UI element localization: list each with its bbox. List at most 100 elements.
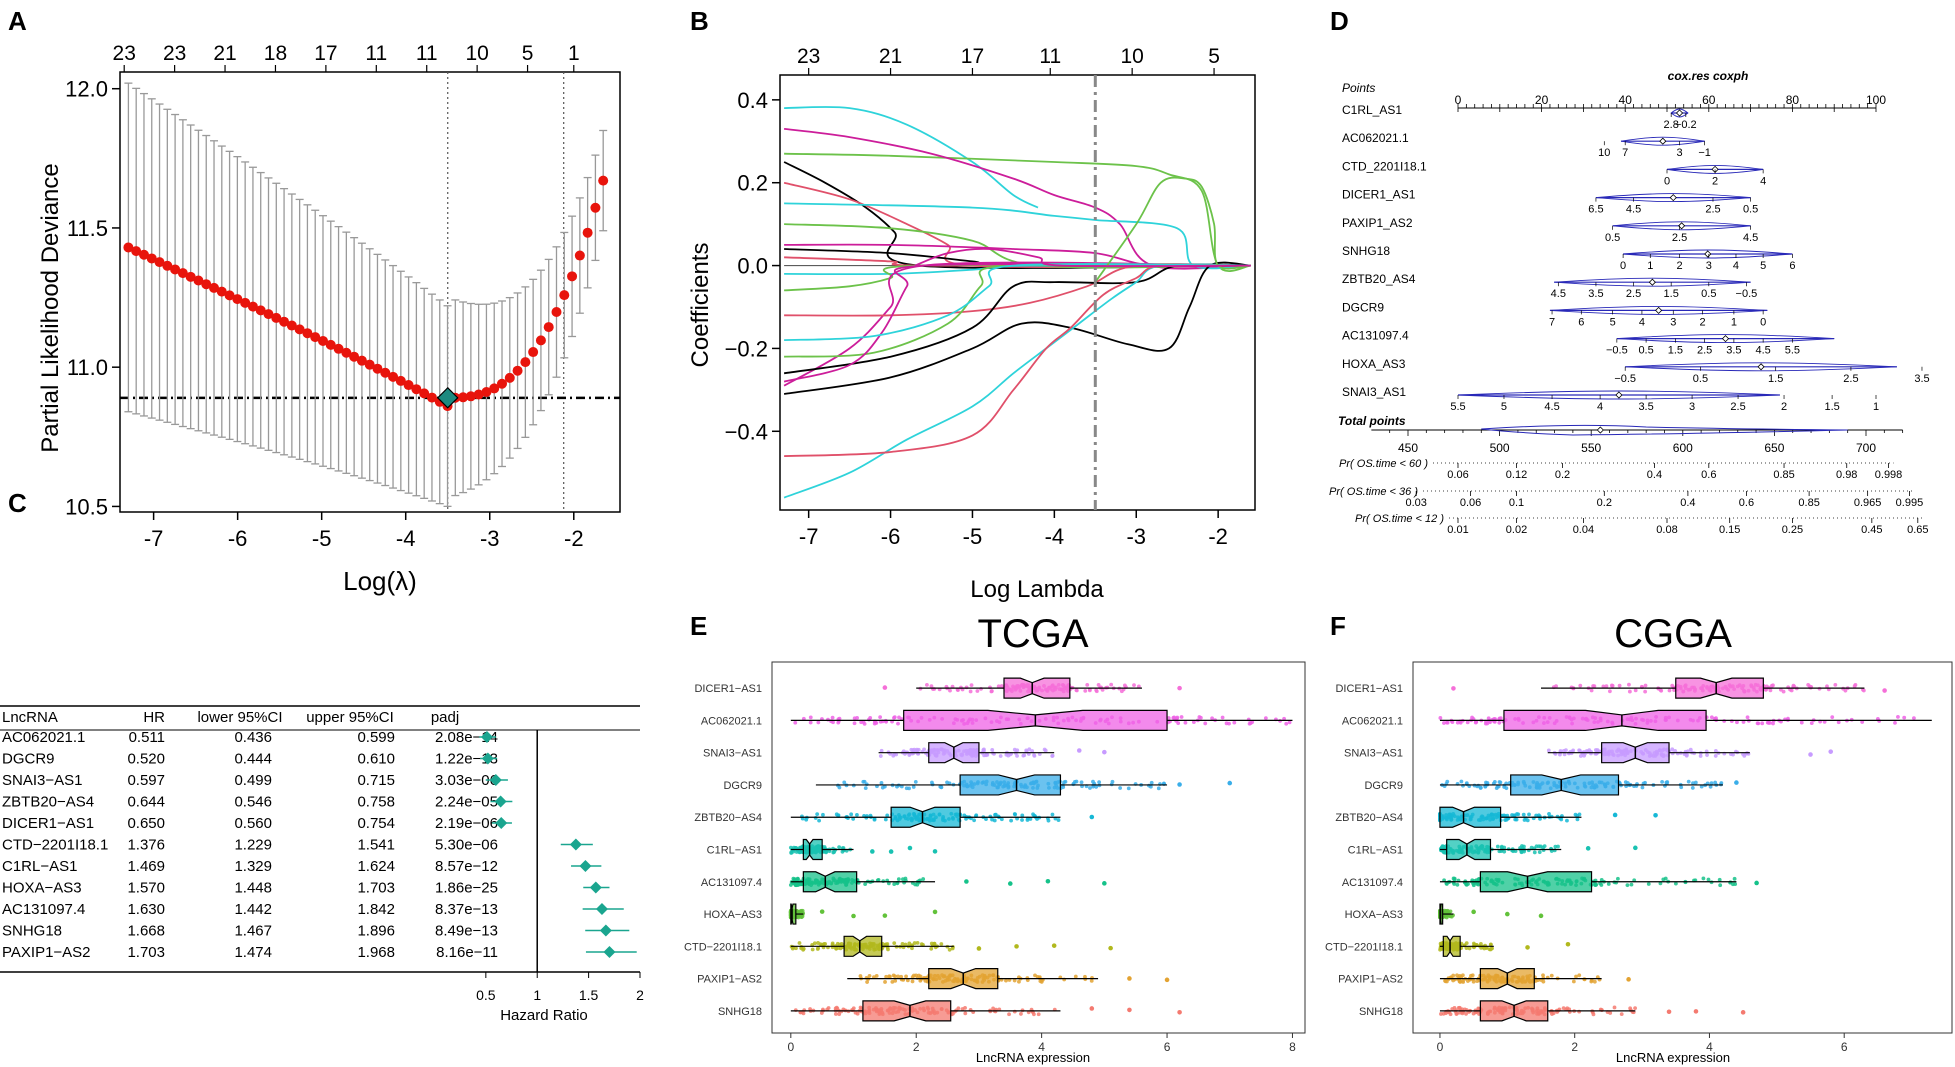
- panel-e-data-point: [1072, 779, 1077, 784]
- panel-c-cell-hr: 1.376: [127, 837, 165, 854]
- panel-e-data-point: [1263, 716, 1268, 721]
- panel-e-data-point: [963, 1005, 967, 1010]
- panel-f-data-point: [1513, 817, 1518, 822]
- panel-f-data-point: [1473, 1010, 1478, 1015]
- panel-e-data-point: [834, 946, 838, 951]
- panel-e-data-point: [1136, 684, 1141, 689]
- panel-a-point: [201, 279, 212, 290]
- panel-d-var-tick-label: 4: [1733, 260, 1739, 272]
- panel-e-data-point: [1109, 682, 1114, 687]
- panel-a-point: [255, 305, 266, 316]
- panel-e-data-point: [916, 747, 921, 752]
- panel-e-data-point: [798, 850, 802, 855]
- panel-f-data-point: [1472, 783, 1477, 788]
- panel-b-coef-path-3: [783, 128, 1251, 270]
- panel-d-var-tick-label: 4: [1639, 316, 1645, 328]
- panel-c-cell-padj: 2.19e−06: [435, 815, 498, 832]
- panel-d-var-tick-label: 0: [1664, 175, 1670, 187]
- panel-c-hr-point: [489, 774, 502, 786]
- panel-e-data-point: [947, 947, 952, 952]
- panel-f-category-label: PAXIP1−AS2: [1338, 974, 1403, 986]
- panel-e-data-point: [851, 817, 856, 821]
- panel-d-var-tick-label: 5: [1501, 401, 1507, 413]
- panel-e-data-point: [939, 942, 944, 946]
- panel-e-data-point: [800, 908, 805, 913]
- panel-e-data-point: [891, 753, 896, 758]
- panel-c-axis-label: 1.5: [579, 987, 599, 1003]
- panel-f-data-point: [1444, 915, 1449, 920]
- panel-a-point: [567, 271, 578, 282]
- panel-d-total-marker: [1596, 426, 1604, 434]
- panel-a-point: [504, 372, 515, 383]
- panel-d-prob-tick-label: 0.4: [1647, 469, 1662, 481]
- panel-c-cell-hi: 1.624: [357, 858, 395, 875]
- panel-e-data-point: [956, 688, 960, 692]
- panel-f-data-point: [1609, 683, 1614, 688]
- panel-e-data-point: [1036, 1012, 1041, 1017]
- panel-a-point: [465, 391, 476, 402]
- panel-b-top-label: 5: [1208, 45, 1220, 68]
- panel-e-data-point: [886, 947, 890, 952]
- panel-a-point: [497, 378, 508, 389]
- panel-e-data-point: [1012, 747, 1017, 752]
- panel-d-prob-tick-label: 0.03: [1405, 497, 1426, 509]
- panel-f-data-point: [1612, 1005, 1617, 1010]
- panel-d-points-tick-label: 0: [1455, 93, 1462, 107]
- panel-a-point: [177, 268, 188, 279]
- panel-f-data-point: [1525, 818, 1530, 823]
- panel-d-var-tick-label: 7: [1622, 147, 1628, 159]
- panel-f-data-point: [1475, 979, 1480, 983]
- panel-e-data-point: [999, 817, 1004, 822]
- panel-e-data-point: [849, 812, 854, 817]
- panel-e-data-point: [804, 817, 809, 822]
- panel-e-outlier: [1089, 1006, 1095, 1011]
- panel-f-outlier: [1633, 845, 1638, 851]
- panel-f-data-point: [1817, 686, 1822, 691]
- panel-d-var-tick-label: 4.5: [1743, 232, 1758, 244]
- panel-d-var-tick-label: 2.5: [1705, 204, 1720, 216]
- panel-f-data-point: [1640, 785, 1645, 790]
- panel-f-data-point: [1912, 716, 1916, 721]
- panel-c-cell-lo: 1.442: [234, 901, 272, 918]
- panel-d-var-name: ZBTB20_AS4: [1342, 272, 1416, 286]
- panel-e-category-label: SNHG18: [718, 1006, 762, 1018]
- panel-c-hr-point: [595, 903, 608, 915]
- panel-b-top-label: 23: [797, 45, 820, 68]
- panel-d-var-tick-label: 0: [1620, 260, 1626, 272]
- panel-f-data-point: [1464, 941, 1469, 946]
- panel-e-outlier: [1127, 1007, 1132, 1013]
- panel-f-category-label: HOXA−AS3: [1345, 909, 1403, 921]
- panel-f-data-point: [1735, 720, 1739, 725]
- panel-a-point: [364, 359, 375, 370]
- panel-e-data-point: [969, 683, 974, 688]
- panel-d-prob-tick-label: 0.08: [1656, 524, 1677, 536]
- panel-a-point: [372, 363, 383, 374]
- panel-d-var-marker: [1757, 363, 1765, 371]
- panel-e-outlier: [1177, 1010, 1182, 1015]
- panel-a-point: [481, 386, 492, 397]
- panel-f-data-point: [1778, 687, 1783, 692]
- panel-a-point: [356, 355, 367, 366]
- panel-b-xtick-label: -3: [1126, 524, 1146, 549]
- panel-f-data-point: [1470, 973, 1475, 978]
- panel-e-data-point: [1020, 813, 1025, 818]
- panel-f-outlier: [1653, 812, 1658, 818]
- panel-d-var-tick-label: 5.5: [1785, 345, 1800, 357]
- panel-e-data-point: [910, 946, 914, 951]
- panel-a-xlabel: Log(λ): [343, 566, 417, 596]
- panel-f-data-point: [1656, 686, 1661, 691]
- panel-d-var-tick-label: 2: [1699, 316, 1705, 328]
- panel-f-data-point: [1578, 683, 1583, 688]
- panel-f-xlabel: LncRNA expression: [1616, 1050, 1730, 1065]
- panel-a-point: [302, 328, 313, 339]
- panel-f-data-point: [1799, 720, 1804, 725]
- panel-e-box: [802, 871, 858, 893]
- panel-d-points-tick-label: 20: [1535, 93, 1549, 107]
- panel-c-header-4: padj: [431, 709, 459, 726]
- panel-e-data-point: [863, 786, 868, 791]
- panel-f-data-point: [1541, 845, 1545, 850]
- panel-c-cell-hr: 1.630: [127, 901, 165, 918]
- panel-d-var-name: DICER1_AS1: [1342, 188, 1416, 202]
- panel-a-point: [325, 339, 336, 350]
